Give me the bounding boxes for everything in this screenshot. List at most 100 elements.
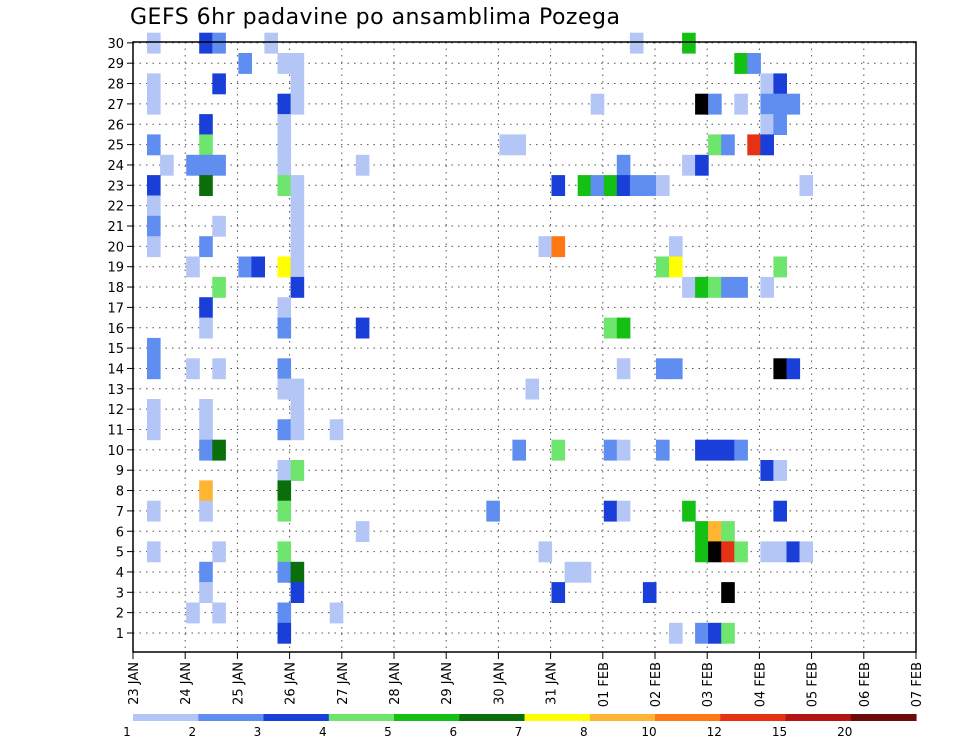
y-tick-label: 22 (107, 200, 124, 215)
heatmap-cell (551, 439, 566, 461)
heatmap-cell (212, 154, 226, 176)
y-tick-label: 27 (107, 98, 124, 113)
heatmap-cell (264, 32, 278, 54)
heatmap-cell (773, 358, 787, 380)
heatmap-cell (277, 134, 292, 156)
legend-label: 12 (707, 725, 722, 739)
heatmap-cell (329, 602, 344, 624)
heatmap-cell (277, 622, 292, 644)
heatmap-cell (277, 419, 292, 441)
heatmap-cell (147, 175, 161, 196)
x-tick-label: 06 FEB (858, 662, 873, 707)
heatmap-cell (734, 276, 748, 298)
heatmap-cell (656, 358, 670, 380)
heatmap-cell (773, 500, 787, 522)
y-tick-label: 25 (107, 139, 124, 154)
heatmap-cell (199, 175, 213, 196)
y-axis: 1234567891011121314151617181920212223242… (107, 37, 133, 642)
heatmap-cell (616, 317, 631, 339)
heatmap-cell (721, 439, 735, 461)
y-tick-label: 1 (116, 627, 124, 642)
heatmap-cell (277, 53, 292, 74)
heatmap-cell (760, 460, 774, 481)
heatmap-cell (564, 561, 579, 583)
heatmap-cell (199, 317, 213, 339)
heatmap-cell (290, 53, 305, 74)
legend-color-swatch (589, 714, 656, 721)
heatmap-cell (656, 439, 670, 461)
y-tick-label: 28 (107, 78, 124, 93)
y-tick-label: 30 (107, 37, 124, 52)
heatmap-cell (277, 175, 292, 196)
heatmap-cell (290, 195, 305, 217)
heatmap-cell (277, 154, 292, 176)
heatmap-cell (773, 93, 787, 115)
heatmap-cell (721, 582, 735, 603)
heatmap-cell (199, 114, 213, 135)
heatmap-cell (708, 276, 722, 298)
heatmap-cell (290, 73, 305, 95)
heatmap-cell (616, 439, 631, 461)
y-tick-label: 20 (107, 240, 124, 255)
heatmap-cell (199, 32, 213, 54)
heatmap-cell (590, 175, 605, 196)
heatmap-cell (721, 622, 735, 644)
heatmap-cell (669, 236, 683, 258)
heatmap-cell (708, 439, 722, 461)
y-tick-label: 17 (107, 301, 124, 316)
heatmap-cell (682, 154, 696, 176)
heatmap-cell (186, 602, 200, 624)
legend-color-swatch (655, 714, 721, 721)
y-tick-label: 26 (107, 118, 124, 133)
y-tick-label: 21 (107, 220, 124, 235)
x-tick-label: 04 FEB (753, 662, 768, 707)
heatmap-cell (799, 175, 814, 196)
heatmap-cell (642, 582, 657, 603)
legend-label: 1 (123, 725, 131, 739)
heatmap-cell (277, 602, 292, 624)
y-tick-label: 14 (107, 362, 124, 377)
y-tick-label: 4 (116, 566, 124, 581)
legend-color-swatch (394, 714, 460, 721)
y-tick-label: 10 (107, 444, 124, 459)
heatmap-cell (656, 175, 670, 196)
x-tick-label: 02 FEB (649, 662, 664, 707)
heatmap-cell (734, 53, 748, 74)
heatmap-cell (656, 256, 670, 278)
heatmap-cell (277, 256, 292, 278)
heatmap-cell (147, 236, 161, 258)
heatmap-cell (277, 378, 292, 400)
heatmap-cell (199, 582, 213, 603)
y-tick-label: 18 (107, 281, 124, 296)
x-tick-label: 29 JAN (440, 662, 455, 705)
y-tick-label: 5 (116, 546, 124, 561)
x-tick-label: 31 JAN (545, 662, 560, 705)
heatmap-cell (290, 399, 305, 420)
legend-label: 2 (188, 725, 196, 739)
heatmap-cell (760, 276, 774, 298)
x-axis: 23 JAN 24 JAN 25 JAN 26 JAN 27 JAN 28 JAN 29 J… (127, 652, 925, 707)
heatmap-cell (538, 541, 553, 563)
heatmap-cell (147, 93, 161, 115)
legend-color-swatch (720, 714, 787, 721)
heatmap-cell (212, 541, 226, 563)
heatmap-cell (616, 500, 631, 522)
y-tick-label: 9 (116, 464, 124, 479)
heatmap-cell (199, 399, 213, 420)
heatmap-cell (212, 276, 226, 298)
heatmap-cell (695, 93, 709, 115)
legend-color-swatch (133, 714, 199, 721)
heatmap-cell (290, 460, 305, 481)
heatmap-cell (577, 561, 592, 583)
heatmap-cell (290, 93, 305, 115)
heatmap-cell (747, 134, 761, 156)
y-tick-label: 19 (107, 261, 124, 276)
legend-label: 8 (580, 725, 588, 739)
heatmap-cell (290, 561, 305, 583)
heatmap-cell (277, 480, 292, 502)
heatmap-cell (721, 276, 735, 298)
heatmap-cell (760, 93, 774, 115)
heatmap-cell (603, 317, 618, 339)
heatmap-cell (616, 175, 631, 196)
